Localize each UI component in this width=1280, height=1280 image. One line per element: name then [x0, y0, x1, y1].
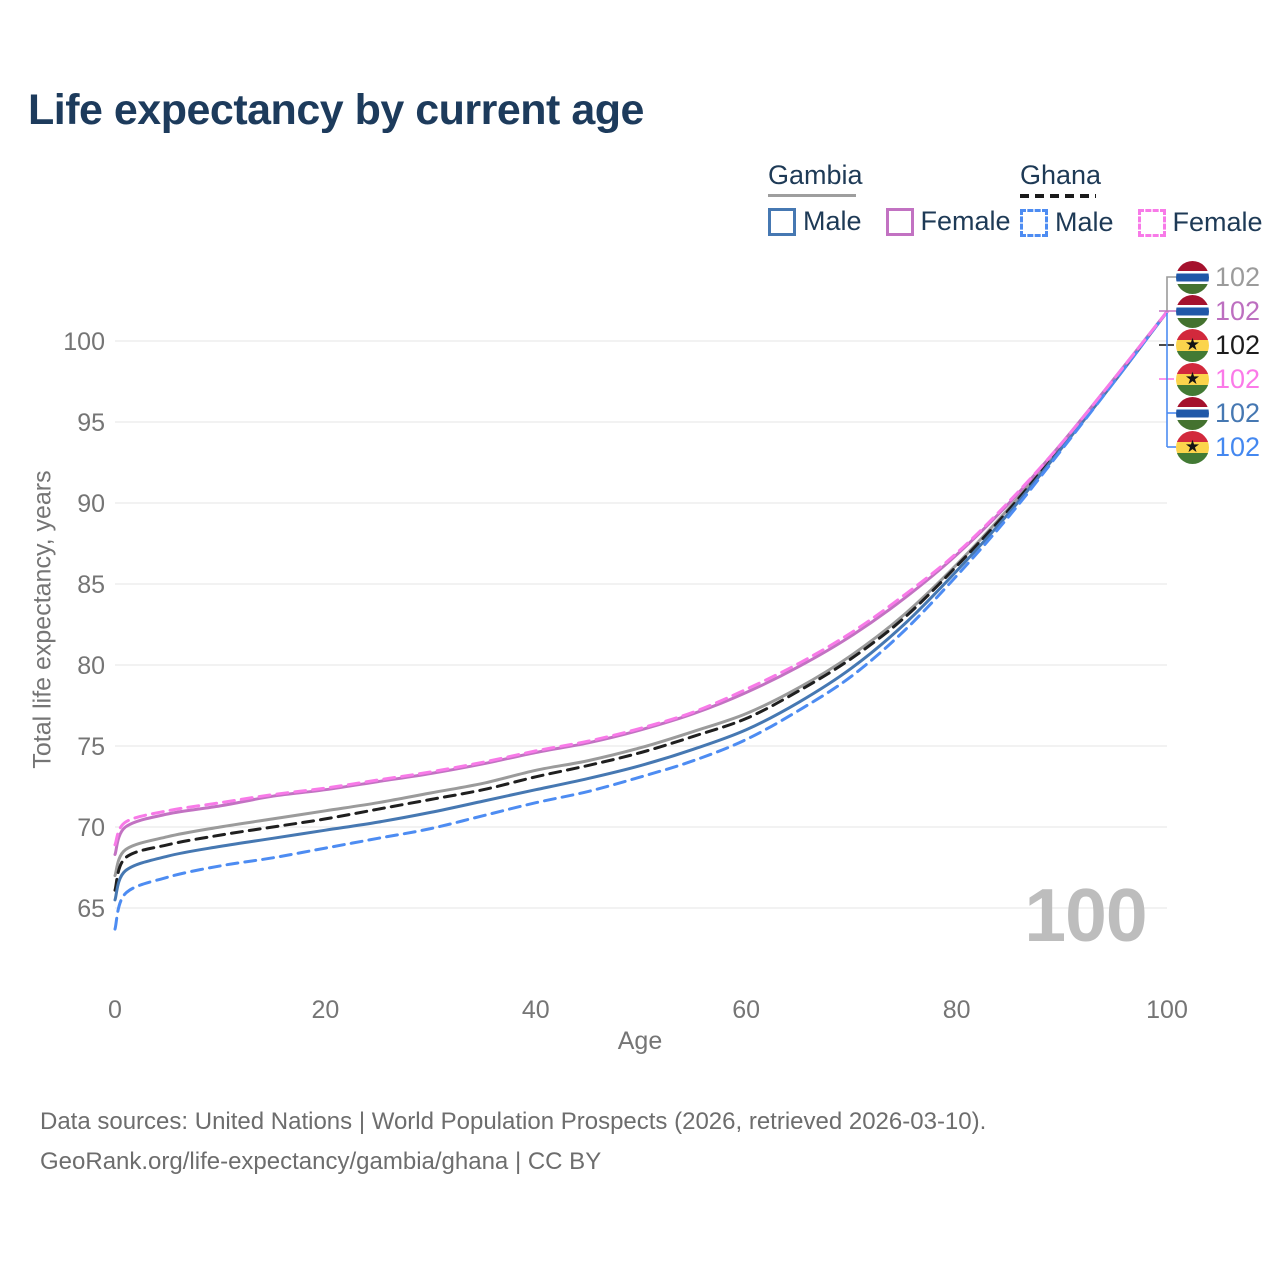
legend-country-ghana: Ghana — [1020, 160, 1102, 190]
black-star-icon: ★ — [1184, 436, 1201, 456]
y-tick-label: 70 — [77, 814, 105, 842]
end-label-gambia-male: 102 — [1176, 396, 1261, 430]
ghana-female-swatch-icon[interactable] — [1137, 208, 1166, 237]
end-label-gambia-total: 102 — [1176, 260, 1261, 294]
end-label-value: 102 — [1215, 329, 1261, 360]
legend-item-ghana-female[interactable]: Female — [1137, 207, 1263, 238]
gambia-female-swatch-icon[interactable] — [885, 207, 914, 236]
series-line-ghana-total — [113, 310, 1169, 892]
x-tick-label: 0 — [108, 996, 122, 1024]
y-tick-label: 75 — [77, 733, 105, 761]
y-axis-title: Total life expectancy, years — [28, 470, 57, 769]
legend-item-gambia-male[interactable]: Male — [768, 206, 862, 237]
series-line-gambia-female — [113, 310, 1169, 856]
series-line-gambia-male — [113, 310, 1169, 902]
y-tick-label: 95 — [77, 409, 105, 437]
leader-line — [1166, 276, 1176, 312]
y-tick-label: 100 — [63, 328, 105, 356]
x-tick-label: 20 — [311, 996, 339, 1024]
end-label-value: 102 — [1215, 295, 1261, 326]
x-tick-label: 60 — [732, 996, 760, 1024]
gambia-flag-icon — [1176, 260, 1209, 294]
y-tick-label: 90 — [77, 490, 105, 518]
age-counter-watermark: 100 — [1024, 873, 1147, 957]
x-tick-label: 80 — [943, 996, 971, 1024]
y-tick-label: 85 — [77, 571, 105, 599]
data-sources-text: Data sources: United Nations | World Pop… — [40, 1108, 987, 1135]
end-label-gambia-female: 102 — [1176, 294, 1261, 328]
y-tick-label: 65 — [77, 895, 105, 923]
black-star-icon: ★ — [1184, 368, 1201, 388]
legend-item-gambia-female[interactable]: Female — [885, 206, 1011, 237]
legend-item-ghana-male[interactable]: Male — [1020, 207, 1114, 238]
legend-country-gambia: Gambia — [768, 160, 863, 190]
legend-label: Male — [803, 206, 862, 236]
series-line-gambia-total — [113, 310, 1169, 878]
y-tick-label: 80 — [77, 652, 105, 680]
gambia-flag-icon — [1176, 396, 1209, 430]
ghana-flag-icon: ★ — [1176, 328, 1209, 362]
black-star-icon: ★ — [1184, 334, 1201, 354]
x-tick-label: 40 — [522, 996, 550, 1024]
gambia-solid-line-sample — [768, 194, 856, 197]
gambia-flag-icon — [1176, 294, 1209, 328]
attribution-text: GeoRank.org/life-expectancy/gambia/ghana… — [40, 1148, 602, 1175]
end-label-value: 102 — [1215, 261, 1261, 292]
x-tick-label: 100 — [1146, 996, 1188, 1024]
legend-label: Female — [1172, 207, 1263, 237]
end-label-value: 102 — [1215, 397, 1261, 428]
legend-label: Male — [1055, 207, 1114, 237]
ghana-flag-icon: ★ — [1176, 362, 1209, 396]
end-label-ghana-male: ★ 102 — [1176, 430, 1261, 464]
series-line-ghana-female — [113, 310, 1169, 847]
gambia-male-swatch-icon[interactable] — [768, 207, 796, 236]
ghana-flag-icon: ★ — [1176, 430, 1209, 464]
legend-label: Female — [920, 206, 1011, 236]
end-label-ghana-female: ★ 102 — [1176, 362, 1261, 396]
x-axis-title: Age — [617, 1027, 663, 1055]
legend-group-gambia: Gambia Male Female — [768, 162, 1011, 237]
ghana-dashed-line-sample — [1020, 194, 1096, 198]
end-label-value: 102 — [1215, 363, 1261, 394]
series-line-ghana-male — [113, 310, 1169, 931]
page-title: Life expectancy by current age — [28, 86, 644, 134]
end-label-value: 102 — [1215, 431, 1261, 462]
ghana-male-swatch-icon[interactable] — [1020, 208, 1048, 237]
end-label-ghana-total: ★ 102 — [1176, 328, 1261, 362]
legend-group-ghana: Ghana Male Female — [1020, 162, 1263, 238]
